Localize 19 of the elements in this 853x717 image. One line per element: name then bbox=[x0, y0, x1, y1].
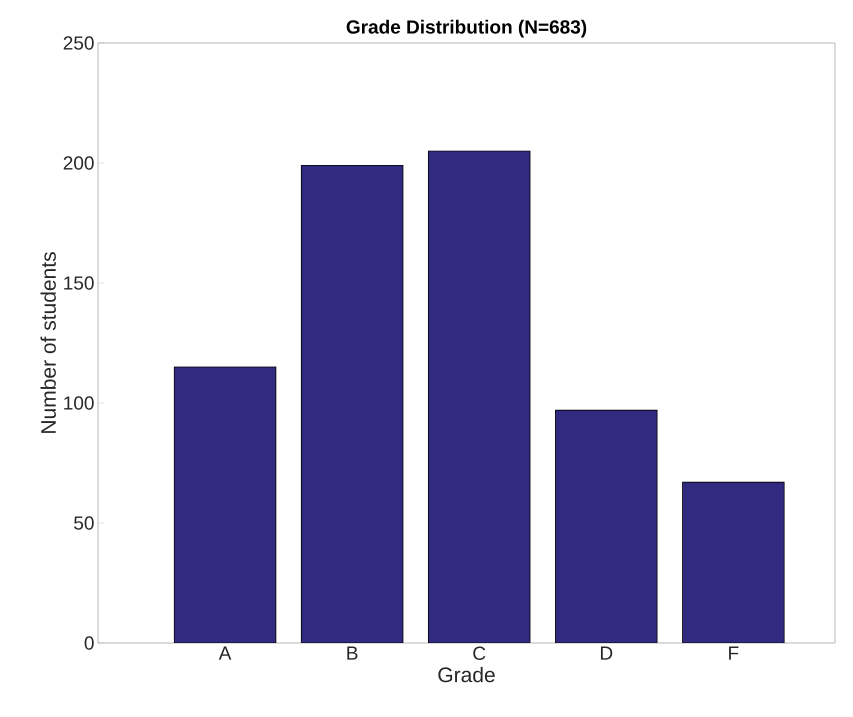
y-axis-title: Number of students bbox=[40, 252, 56, 433]
x-tick-label: A bbox=[218, 646, 232, 660]
x-tick-label: C bbox=[473, 646, 486, 660]
bar bbox=[300, 164, 404, 643]
x-tick-label: B bbox=[347, 646, 358, 660]
y-tick-label: 200 bbox=[64, 156, 94, 170]
x-axis-title: Grade bbox=[438, 666, 495, 682]
y-tick-label: 150 bbox=[64, 276, 94, 290]
y-tick-label: 0 bbox=[84, 636, 94, 650]
x-tick-label: D bbox=[600, 646, 612, 660]
bar bbox=[682, 482, 785, 643]
bar bbox=[428, 150, 530, 643]
bar bbox=[555, 410, 658, 643]
y-tick-label: 50 bbox=[74, 516, 94, 530]
chart-title: Grade Distribution (N=683) bbox=[346, 20, 586, 38]
y-tick-label: 250 bbox=[64, 36, 94, 50]
x-tick-label: F bbox=[729, 646, 738, 660]
bar bbox=[174, 366, 276, 643]
y-tick-label: 100 bbox=[64, 396, 94, 410]
